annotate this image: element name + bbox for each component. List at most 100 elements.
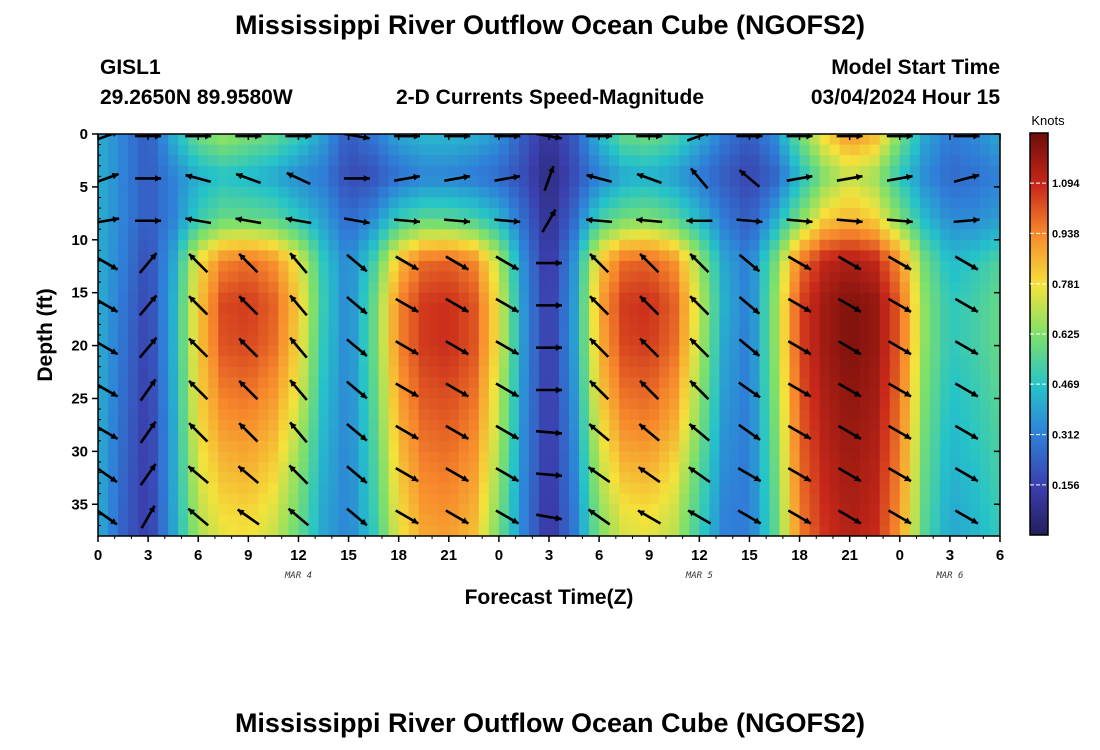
heatmap-cell	[769, 239, 781, 251]
heatmap-cell	[829, 218, 841, 230]
heatmap-cell	[408, 366, 420, 378]
heatmap-cell	[729, 356, 741, 368]
colorbar: Knots 0.1560.3120.4690.6250.7810.9381.09…	[1029, 113, 1080, 536]
heatmap-cell	[108, 186, 119, 199]
heatmap-cell	[198, 165, 209, 177]
heatmap-cell	[418, 303, 430, 315]
heatmap-cell	[258, 504, 269, 516]
heatmap-cell	[508, 493, 520, 505]
heatmap-cell	[629, 409, 640, 421]
heatmap-cell	[278, 292, 290, 304]
heatmap-cell	[238, 472, 249, 484]
heatmap-cell	[198, 176, 209, 188]
heatmap-cell	[178, 366, 189, 378]
heatmap-cell	[819, 303, 831, 315]
heatmap-cell	[178, 483, 189, 495]
heatmap-cell	[278, 345, 290, 357]
x-tick-label: 12	[691, 547, 708, 564]
current-arrow	[138, 336, 158, 359]
heatmap-cell	[969, 239, 981, 251]
heatmap-cell	[268, 186, 279, 199]
heatmap-cell	[899, 356, 911, 368]
heatmap-cell	[889, 313, 901, 326]
heatmap-cell	[188, 398, 199, 410]
heatmap-cell	[629, 483, 640, 495]
heatmap-cell	[388, 155, 400, 167]
heatmap-cell	[989, 430, 1000, 442]
heatmap-cell	[829, 144, 841, 156]
heatmap-cell	[819, 134, 831, 146]
heatmap-cell	[348, 303, 360, 315]
heatmap-cell	[228, 387, 239, 400]
current-arrow	[393, 173, 421, 182]
heatmap-cell	[659, 335, 670, 347]
heatmap-cell	[739, 356, 751, 368]
heatmap-cell	[178, 409, 189, 421]
heatmap-cell	[859, 282, 871, 294]
current-arrow	[98, 341, 119, 356]
heatmap-cell	[639, 165, 650, 177]
arrow-head	[149, 463, 156, 471]
heatmap-cell	[559, 377, 570, 389]
heatmap-cell	[278, 260, 290, 273]
current-arrow	[737, 509, 762, 525]
arrow-head	[149, 379, 156, 387]
heatmap-cell	[248, 419, 259, 431]
heatmap-cell	[979, 419, 991, 431]
heatmap-cell	[609, 409, 620, 421]
arrow-head	[289, 465, 296, 473]
heatmap-cell	[749, 419, 761, 431]
heatmap-cell	[569, 419, 580, 431]
heatmap-cell	[238, 197, 249, 209]
heatmap-cell	[569, 197, 580, 209]
heatmap-cell	[659, 144, 670, 156]
heatmap-cell	[719, 514, 730, 527]
heatmap-cell	[809, 483, 821, 495]
heatmap-cell	[929, 409, 941, 421]
heatmap-cell	[218, 208, 229, 220]
heatmap-cell	[428, 493, 440, 505]
heatmap-cell	[528, 229, 540, 241]
heatmap-cell	[779, 472, 791, 484]
heatmap-cell	[348, 260, 360, 273]
heatmap-cell	[338, 313, 350, 326]
heatmap-cell	[739, 313, 751, 326]
heatmap-cell	[799, 197, 811, 209]
heatmap-cell	[919, 144, 931, 156]
heatmap-cell	[488, 345, 500, 357]
current-arrow	[445, 255, 470, 271]
heatmap-cell	[308, 514, 320, 527]
heatmap-cell	[769, 451, 781, 463]
heatmap-cell	[829, 197, 841, 209]
heatmap-cell	[378, 335, 390, 347]
heatmap-cell	[649, 176, 660, 188]
heatmap-cell	[398, 134, 410, 146]
colorbar-tick-label: 0.938	[1052, 228, 1080, 240]
heatmap-cell	[318, 430, 330, 442]
heatmap-cell	[719, 144, 730, 156]
heatmap-cell	[158, 165, 169, 177]
heatmap-cell	[949, 398, 961, 410]
heatmap-cell	[138, 218, 149, 230]
heatmap-cell	[408, 461, 420, 474]
heatmap-cell	[629, 239, 640, 251]
heatmap-cell	[709, 440, 720, 452]
heatmap-cell	[378, 229, 390, 241]
heatmap-cell	[398, 398, 410, 410]
heatmap-cell	[408, 165, 420, 177]
heatmap-cell	[729, 282, 741, 294]
heatmap-cell	[579, 186, 590, 199]
current-arrow	[738, 253, 761, 273]
heatmap-cell	[308, 144, 320, 156]
heatmap-cell	[689, 461, 700, 474]
current-arrow	[588, 337, 610, 358]
heatmap-cell	[689, 239, 700, 251]
heatmap-cell	[528, 208, 540, 220]
heatmap-cell	[869, 504, 881, 516]
heatmap-cell	[669, 218, 680, 230]
y-tick-label: 25	[71, 390, 88, 407]
heatmap-cell	[949, 250, 961, 262]
heatmap-cell	[689, 493, 700, 505]
heatmap-cell	[398, 260, 410, 273]
